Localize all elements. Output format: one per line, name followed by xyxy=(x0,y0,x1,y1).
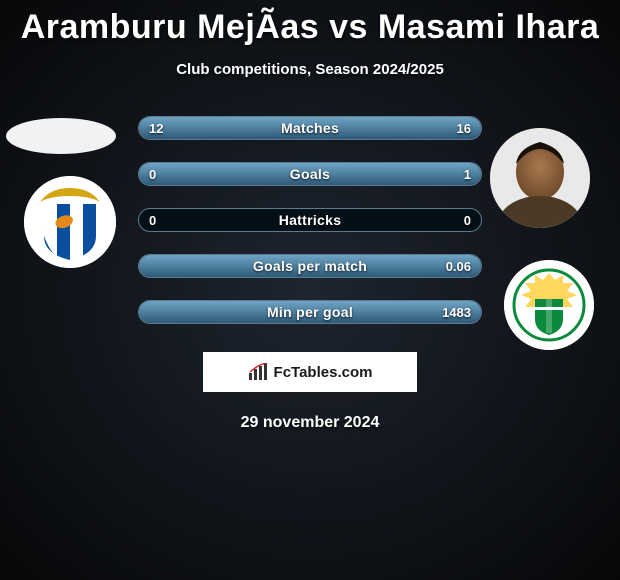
stat-row-matches: 12 Matches 16 xyxy=(138,116,482,140)
stat-row-min-per-goal: Min per goal 1483 xyxy=(138,300,482,324)
chart-icon xyxy=(248,363,270,381)
stat-right-value: 0 xyxy=(464,213,471,228)
player-right-avatar xyxy=(490,128,590,228)
stat-label: Hattricks xyxy=(139,212,481,228)
stat-label: Goals xyxy=(139,166,481,182)
date-text: 29 november 2024 xyxy=(0,414,620,432)
brand-text: FcTables.com xyxy=(274,364,373,381)
stat-row-hattricks: 0 Hattricks 0 xyxy=(138,208,482,232)
brand-box: FcTables.com xyxy=(203,352,417,392)
page-title: Aramburu MejÃ­as vs Masami Ihara xyxy=(0,0,620,47)
subtitle: Club competitions, Season 2024/2025 xyxy=(0,61,620,78)
stat-row-goals-per-match: Goals per match 0.06 xyxy=(138,254,482,278)
club-right-badge xyxy=(504,260,594,350)
stat-right-value: 16 xyxy=(457,121,471,136)
club-left-badge xyxy=(24,176,116,268)
stat-right-value: 1 xyxy=(464,167,471,182)
player-left-avatar xyxy=(6,118,116,154)
stat-right-value: 1483 xyxy=(442,305,471,320)
stat-label: Min per goal xyxy=(139,304,481,320)
stat-right-value: 0.06 xyxy=(446,259,471,274)
stat-label: Matches xyxy=(139,120,481,136)
stat-row-goals: 0 Goals 1 xyxy=(138,162,482,186)
stat-label: Goals per match xyxy=(139,258,481,274)
